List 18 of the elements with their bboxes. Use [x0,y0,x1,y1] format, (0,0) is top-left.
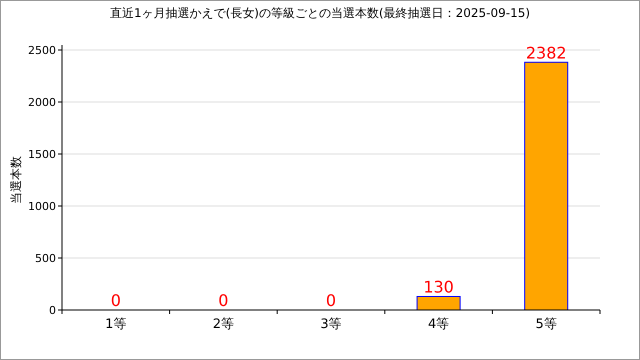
y-tick-label: 1000 [28,200,56,213]
x-tick-label: 2等 [212,317,234,332]
chart-title: 直近1ヶ月抽選かえで(長女)の等級ごとの当選本数(最終抽選日：2025-09-15) [110,6,530,20]
data-label: 0 [218,291,228,310]
x-tick-label: 1等 [105,317,126,332]
x-tick-label: 5等 [536,317,557,332]
data-label: 0 [326,291,336,310]
y-tick-label: 0 [49,304,56,317]
y-tick-label: 500 [35,252,56,265]
data-label: 2382 [526,43,567,62]
data-label: 130 [423,277,454,296]
data-label: 0 [110,291,121,310]
y-tick-label: 2500 [28,44,56,57]
y-tick-label: 2000 [28,96,56,109]
x-tick-label: 4等 [428,317,450,332]
x-tick-label: 3等 [320,317,342,332]
y-axis-title: 当選本数 [9,156,23,204]
y-tick-label: 1500 [28,148,56,161]
